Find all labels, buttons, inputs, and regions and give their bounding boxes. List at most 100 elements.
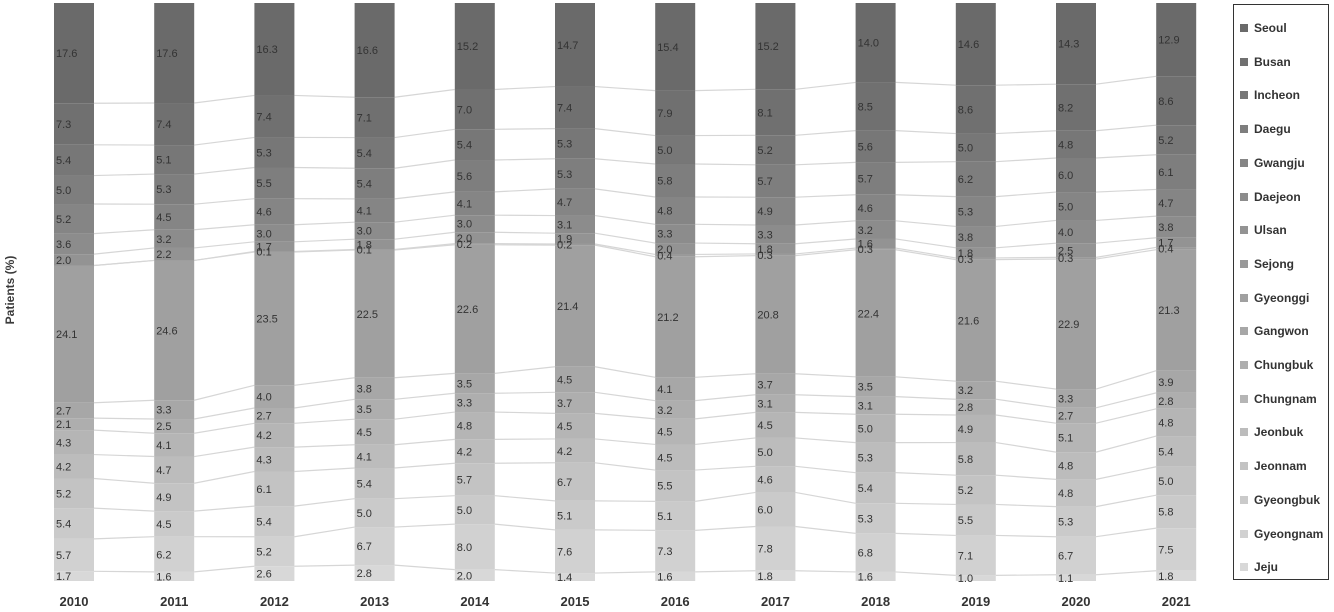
bar-segment (655, 196, 696, 225)
x-tick-label: 2013 (360, 594, 389, 609)
connector-line (1095, 435, 1157, 453)
data-label: 4.5 (657, 452, 672, 464)
data-label: 20.8 (757, 310, 778, 322)
connector-line (93, 507, 155, 512)
data-label: 0.3 (958, 254, 973, 266)
bar-segment (1056, 257, 1096, 260)
data-label: 3.2 (958, 385, 973, 397)
bar-segment (1056, 158, 1096, 193)
data-label: 2.2 (156, 249, 171, 261)
bar-segment (555, 392, 595, 414)
legend-item: Daegu (1240, 119, 1291, 139)
connector-line (194, 446, 255, 458)
bar-segment (54, 508, 94, 539)
bar-segment (755, 243, 796, 254)
connector-line (695, 437, 756, 446)
legend-swatch (1240, 327, 1248, 336)
connector-line (795, 373, 856, 378)
data-label: 5.1 (557, 510, 572, 522)
bar-segment (1156, 570, 1197, 581)
data-label: 6.7 (1058, 551, 1073, 563)
bar-segment (254, 198, 295, 225)
bar-segment (555, 86, 595, 129)
bar-segment (1056, 3, 1096, 85)
bar-segment (454, 373, 495, 394)
bar-segment (1056, 259, 1096, 390)
legend-label: Daejeon (1254, 189, 1301, 204)
data-label: 6.8 (858, 548, 873, 560)
connector-line (1095, 237, 1157, 244)
connector-line (93, 417, 155, 420)
bar-segment (1156, 125, 1197, 155)
connector-lines (93, 75, 1157, 576)
data-label: 4.8 (657, 206, 672, 218)
data-label: 5.1 (1058, 433, 1073, 445)
bar-segment (1156, 247, 1197, 250)
data-label: 4.3 (256, 454, 271, 466)
bar-segment (955, 161, 996, 197)
bar-segment (154, 511, 195, 537)
data-label: 4.2 (457, 446, 472, 458)
bar-segment (555, 438, 595, 463)
data-label: 0.1 (357, 245, 372, 257)
bar-segment (855, 248, 896, 250)
connector-line (93, 570, 155, 573)
bar-segment (454, 495, 495, 525)
data-label: 0.3 (1058, 253, 1073, 265)
data-label: 3.8 (958, 232, 973, 244)
legend-item: Sejong (1240, 254, 1294, 274)
data-label: 17.6 (56, 48, 77, 60)
data-label: 6.1 (256, 484, 271, 496)
data-label: 6.0 (757, 504, 772, 516)
legend-swatch (1240, 495, 1248, 504)
bar-2020: 14.3 8.2 4.8 6.0 5.0 4.0 2.50.3 22.9 3.3 2.7 5.1 4.… (1056, 3, 1096, 585)
bar-segment (154, 174, 195, 205)
data-label: 5.0 (1058, 201, 1073, 213)
data-label: 3.7 (757, 379, 772, 391)
bar-segment (955, 475, 996, 505)
connector-line (294, 526, 355, 538)
data-label: 7.9 (657, 108, 672, 120)
legend-swatch (1240, 226, 1248, 235)
bar-segment (1156, 216, 1197, 238)
bar-segment (1156, 370, 1197, 393)
data-label: 5.8 (958, 454, 973, 466)
bar-segment (755, 135, 796, 165)
bar-segment (655, 254, 696, 257)
connector-line (995, 574, 1057, 576)
data-label: 22.4 (858, 308, 879, 320)
bar-segment (354, 222, 395, 240)
legend-item: Jeonbuk (1240, 422, 1303, 442)
data-label: 7.8 (757, 544, 772, 556)
bar-segment (655, 135, 696, 164)
data-label: 4.7 (557, 197, 572, 209)
legend-item: Jeju (1240, 557, 1278, 577)
connector-line (194, 166, 255, 175)
data-label: 14.6 (958, 39, 979, 51)
bar-segment (54, 430, 94, 455)
bar-segment (955, 381, 996, 400)
data-label: 5.4 (256, 516, 271, 528)
data-label: 1.8 (357, 239, 372, 251)
bar-segment (54, 204, 94, 234)
bar-segment (655, 3, 696, 91)
connector-line (995, 380, 1057, 390)
bar-segment (354, 419, 395, 445)
connector-line (995, 503, 1057, 508)
data-label: 17.6 (156, 48, 177, 60)
connector-line (995, 414, 1057, 424)
data-label: 5.2 (958, 485, 973, 497)
connector-line (1095, 124, 1157, 132)
legend-label: Gangwon (1254, 324, 1309, 339)
connector-line (795, 249, 856, 257)
connector-line (294, 418, 355, 424)
data-label: 5.4 (457, 140, 472, 152)
bar-segment (354, 3, 395, 98)
data-label: 5.2 (1158, 135, 1173, 147)
bar-segment (555, 3, 595, 87)
connector-line (795, 525, 856, 534)
data-label: 4.1 (657, 384, 672, 396)
connector-line (695, 163, 756, 166)
data-label: 8.6 (1158, 96, 1173, 108)
